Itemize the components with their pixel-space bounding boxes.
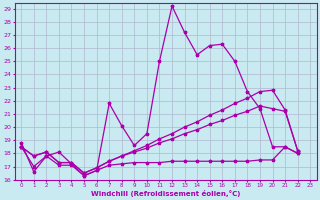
X-axis label: Windchill (Refroidissement éolien,°C): Windchill (Refroidissement éolien,°C) [91, 190, 240, 197]
